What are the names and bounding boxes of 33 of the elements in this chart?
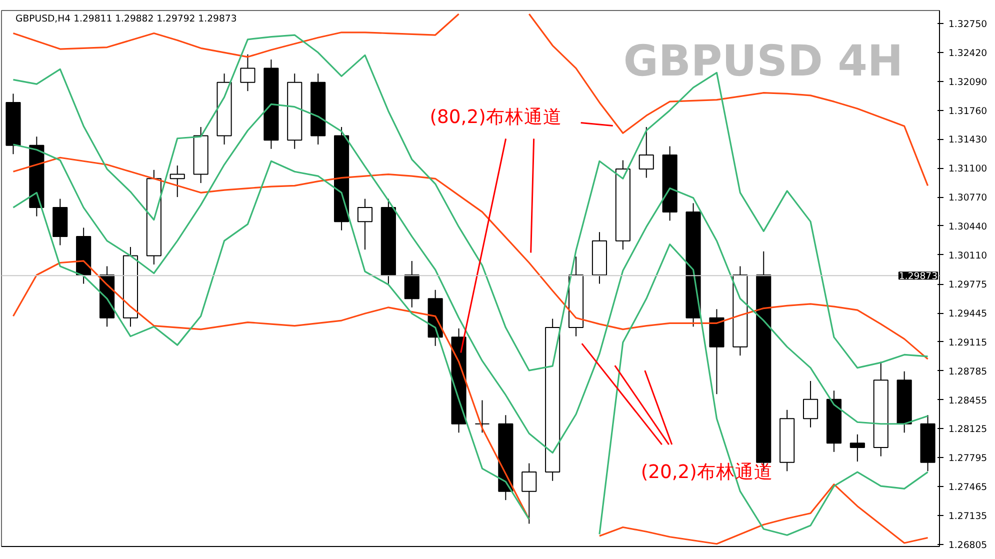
y-tick-label: 1.27135 [948, 510, 988, 522]
annotation: (20,2)布林通道 [640, 462, 773, 484]
y-tick-label: 1.27465 [948, 482, 988, 494]
candlestick [240, 54, 256, 92]
y-tick-label: 1.32420 [948, 48, 988, 60]
y-tick-label: 1.30770 [948, 192, 988, 204]
y-tick-label: 1.31100 [948, 164, 988, 175]
y-tick-label: 1.26805 [948, 540, 988, 551]
candlestick [474, 400, 490, 434]
y-tick-label: 1.32090 [948, 76, 988, 88]
candlestick [638, 126, 654, 178]
y-tick-label: 1.27795 [948, 453, 988, 464]
chart-subtitle: GBPUSD,H4 1.29811 1.29882 1.29792 1.29873 [16, 14, 237, 24]
y-tick-label: 1.28785 [948, 366, 988, 378]
y-tick-label: 1.30110 [948, 250, 988, 262]
y-tick-label: 1.29775 [948, 280, 988, 291]
candlestick [357, 198, 373, 250]
candlestick [802, 380, 818, 428]
candlestick [522, 462, 537, 524]
candlestick [850, 434, 865, 462]
y-tick-label: 1.29115 [948, 337, 988, 348]
ref-line-label: 1.29873 [898, 271, 938, 282]
annotation: (80,2)布林通道 [430, 107, 562, 128]
y-tick-label: 1.29445 [948, 308, 988, 320]
y-tick-label: 1.28455 [948, 395, 988, 406]
candlestick [170, 165, 185, 198]
y-tick-label: 1.31430 [948, 134, 988, 146]
candlestick [404, 260, 420, 308]
text: GBPUSD 4H [623, 36, 904, 86]
y-tick-label: 1.31760 [948, 106, 988, 117]
y-tick-label: 1.30440 [948, 221, 988, 232]
y-tick-label: 1.32750 [948, 19, 988, 30]
y-tick-label: 1.28125 [948, 424, 988, 436]
